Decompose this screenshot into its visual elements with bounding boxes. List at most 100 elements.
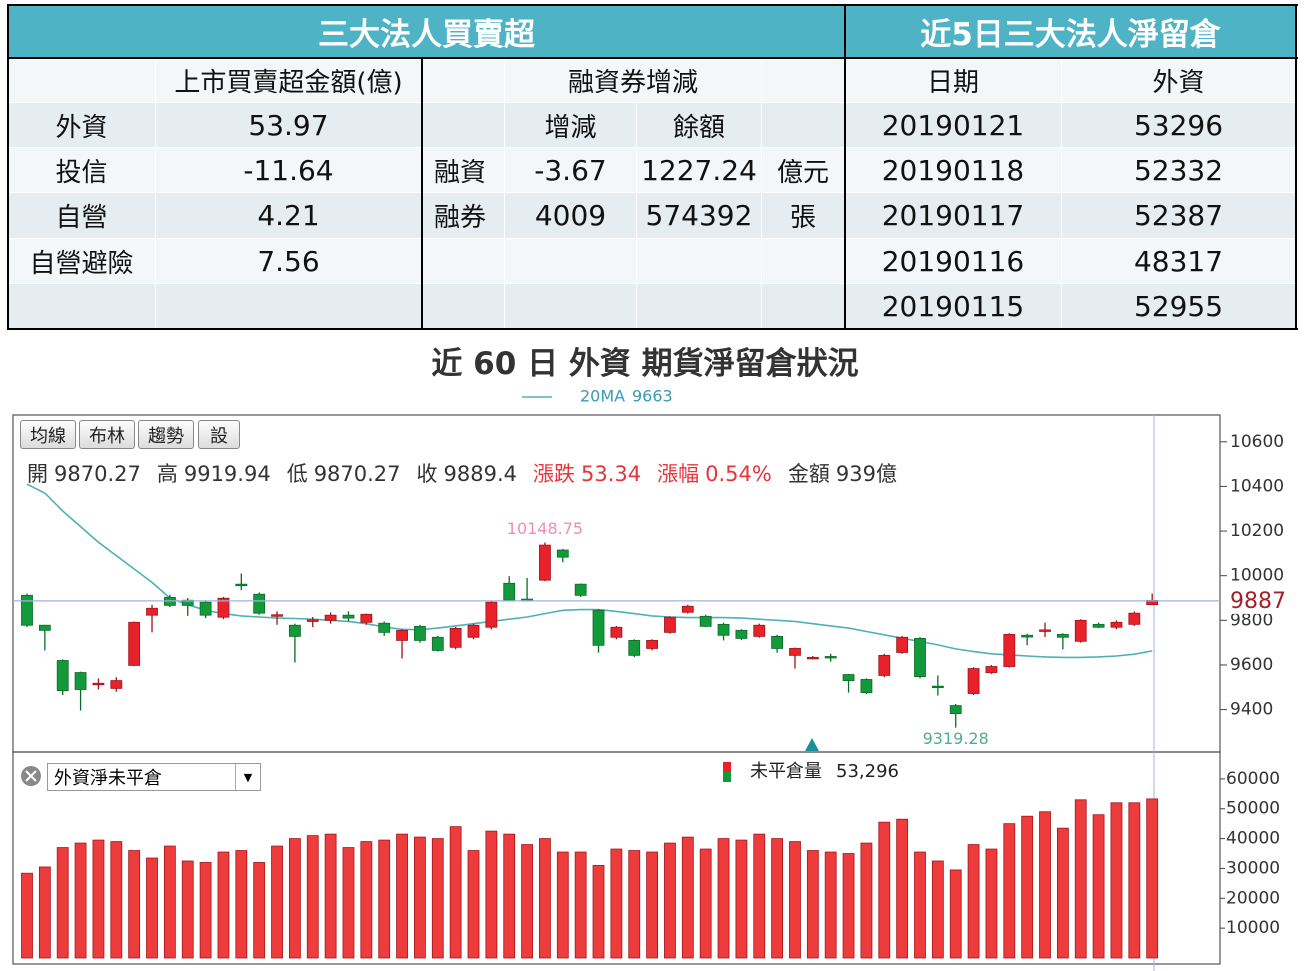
table-cell: 自營: [8, 193, 156, 239]
candle-body: [931, 685, 944, 689]
candle-body: [485, 601, 498, 628]
toolbar-button[interactable]: 均線: [20, 420, 76, 449]
candle-body: [610, 626, 623, 638]
candle-body: [1092, 623, 1105, 628]
table-cell: 張: [762, 193, 845, 239]
candle-body: [288, 624, 301, 637]
table-cell: 20190115: [845, 284, 1062, 329]
candle-body: [574, 583, 587, 596]
table-border: [7, 4, 1298, 6]
bar: [1056, 827, 1069, 959]
candle-body: [396, 629, 408, 641]
y-tick-label: 9800: [1230, 610, 1273, 630]
bar: [681, 836, 694, 959]
bar: [592, 865, 605, 959]
table-cell: 日期: [845, 58, 1062, 103]
candle-body: [664, 616, 676, 633]
legend-text: 20MA: [580, 387, 625, 406]
candle-body: [271, 614, 283, 617]
bar: [664, 842, 676, 959]
bar: [378, 839, 391, 959]
candle-body: [92, 682, 105, 686]
toolbar-button[interactable]: 趨勢: [138, 420, 194, 449]
candle-body: [199, 601, 212, 616]
toolbar-button[interactable]: 布林: [79, 420, 135, 449]
table-cell: 52955: [1062, 284, 1296, 329]
bar: [467, 850, 480, 959]
table-cell: 53.97: [156, 103, 422, 148]
table-cell: [422, 103, 505, 148]
table-cell: 投信: [8, 148, 156, 193]
bar: [878, 821, 891, 959]
bar: [914, 851, 926, 959]
toolbar-button[interactable]: 設: [198, 420, 240, 449]
table-cell: 20190117: [845, 193, 1062, 239]
volume-panel: [12, 751, 1221, 965]
candle-body: [771, 635, 784, 649]
bar: [1039, 811, 1051, 959]
bar: [949, 869, 962, 959]
y-tick-label: 10200: [1230, 521, 1284, 541]
candle-body: [949, 705, 962, 715]
select-arrow[interactable]: ▼: [235, 764, 260, 790]
bar: [1110, 802, 1123, 959]
quote-item: 高 9919.94: [157, 462, 271, 486]
bar: [485, 830, 498, 959]
bar: [1021, 815, 1034, 959]
bar: [628, 850, 641, 959]
current-price-box: [1224, 587, 1290, 614]
table-cell: 外資: [1062, 58, 1296, 103]
bar: [74, 842, 87, 959]
y-tick-label: 50000: [1226, 799, 1280, 819]
candle-body: [253, 593, 266, 614]
table-cell: [505, 284, 637, 329]
quote-value: 939億: [835, 462, 897, 486]
bar: [253, 862, 266, 959]
y-tick-label: 10600: [1230, 432, 1284, 452]
table-cell: 574392: [637, 193, 762, 239]
candle-body: [539, 544, 551, 581]
bar: [860, 842, 873, 959]
y-tick-label: 10000: [1226, 918, 1280, 938]
quote-label: 開: [27, 462, 48, 486]
table-cell: 融資券增減: [505, 58, 762, 103]
table-cell: 53296: [1062, 103, 1296, 148]
candle-body: [1021, 634, 1034, 638]
y-tick-label: 10000: [1230, 566, 1284, 586]
candle-body: [681, 605, 694, 613]
candle-body: [646, 640, 658, 649]
table-border: [1295, 4, 1297, 330]
candle-body: [789, 648, 801, 656]
candle-body: [414, 625, 426, 641]
candle-body: [360, 613, 373, 623]
table-cell: [8, 284, 156, 329]
quote-value: 9889.4: [443, 462, 518, 486]
candle-body: [1039, 629, 1051, 632]
table-cell: [762, 284, 845, 329]
table-title: 近5日三大法人淨留倉: [845, 5, 1296, 58]
candle-body: [699, 615, 712, 627]
bar: [360, 841, 373, 959]
candle-body: [1074, 619, 1087, 642]
candle-body: [842, 674, 855, 681]
legend-icon-down: [723, 772, 731, 782]
candle-body: [985, 666, 998, 673]
current-price-label: 9887: [1230, 589, 1286, 614]
candle-body: [806, 656, 819, 660]
table-cell: 外資: [8, 103, 156, 148]
table-cell: 20190116: [845, 239, 1062, 284]
indicator-select[interactable]: 外資淨未平倉 ▼: [47, 763, 261, 791]
table-cell: [422, 239, 505, 284]
y-tick-label: 9600: [1230, 655, 1273, 675]
candle-body: [306, 619, 319, 622]
select-text: 外資淨未平倉: [54, 768, 162, 789]
bar: [92, 839, 105, 959]
table-border: [7, 57, 1298, 59]
quote-value: 9919.94: [183, 462, 271, 486]
bar: [128, 850, 141, 959]
candle-body: [342, 614, 355, 619]
candle-body: [38, 624, 51, 631]
table-cell: -11.64: [156, 148, 422, 193]
bar: [717, 838, 730, 959]
